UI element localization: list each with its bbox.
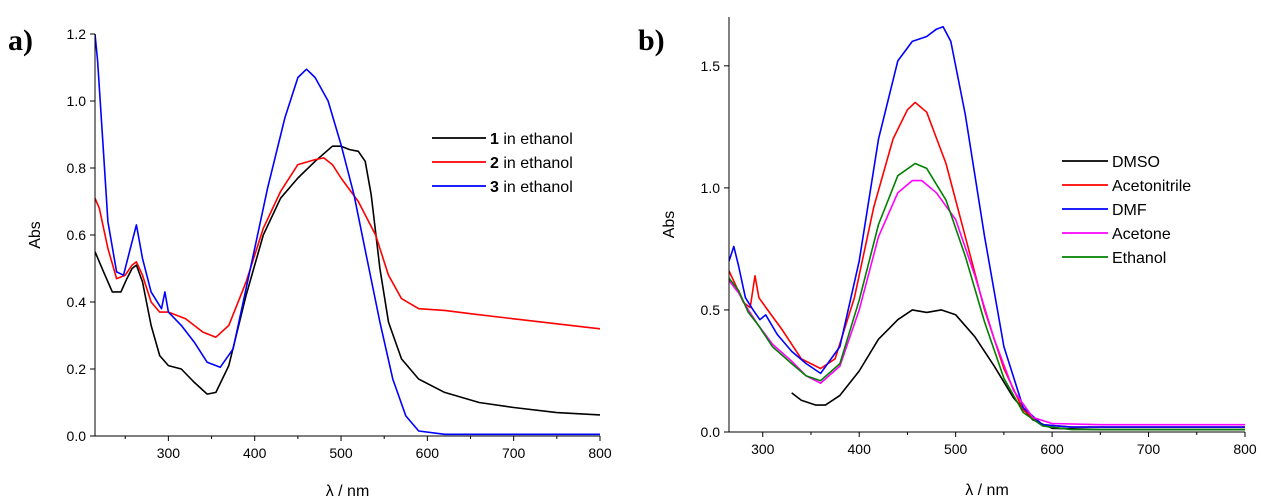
series-line-1 [95, 157, 600, 338]
panel-label: a) [8, 24, 33, 57]
legend-label: Acetonitrile [1112, 178, 1191, 195]
x-tick-label: 500 [944, 441, 968, 457]
x-axis-title: λ / nm [326, 483, 370, 500]
legend-label: Acetone [1112, 226, 1171, 243]
x-tick-label: 400 [848, 441, 872, 457]
series-line-4 [729, 162, 1245, 431]
legend-label: 2 in ethanol [490, 155, 573, 172]
x-tick-label: 700 [1137, 441, 1161, 457]
y-tick-label: 1.2 [67, 26, 87, 42]
y-tick-label: 0.8 [67, 160, 87, 176]
y-tick-label: 1.0 [701, 180, 721, 196]
legend-label: DMF [1112, 202, 1147, 219]
x-tick-label: 400 [243, 445, 267, 461]
panel-a: a) 300 400 500 600 700 800 0.0 0.2 0.4 0.6 0.8 1.0 1.… [8, 24, 612, 500]
y-tick-label: 0.0 [701, 424, 721, 440]
legend-label: 3 in ethanol [490, 179, 573, 196]
series-line-0 [791, 309, 1245, 431]
series-line-2 [95, 34, 600, 436]
y-tick-label: 0.2 [67, 361, 87, 377]
y-tick-label: 0.5 [701, 302, 721, 318]
series-line-0 [95, 145, 600, 416]
legend-label: Ethanol [1112, 250, 1166, 267]
y-tick-label: 0.6 [67, 227, 87, 243]
y-tick-label: 1.5 [701, 58, 721, 74]
x-tick-label: 700 [502, 445, 526, 461]
y-tick-label: 0.4 [67, 294, 87, 310]
x-tick-label: 500 [329, 445, 353, 461]
legend-label: 1 in ethanol [490, 131, 573, 148]
panel-label: b) [638, 24, 665, 57]
x-tick-label: 300 [751, 441, 775, 457]
x-axis-title: λ / nm [965, 482, 1009, 499]
x-tick-label: 800 [588, 445, 612, 461]
legend-label: DMSO [1112, 154, 1160, 171]
y-tick-label: 1.0 [67, 93, 87, 109]
series-line-2 [729, 26, 1245, 428]
series-line-3 [729, 179, 1245, 426]
y-axis-title: Abs [661, 211, 678, 239]
series-line-1 [729, 101, 1245, 428]
x-tick-label: 600 [1040, 441, 1064, 457]
x-tick-label: 800 [1233, 441, 1257, 457]
x-tick-label: 600 [416, 445, 440, 461]
y-tick-label: 0.0 [67, 428, 87, 444]
y-axis-title: Abs [27, 221, 44, 249]
x-tick-label: 300 [157, 445, 181, 461]
panel-b: b) 300 400 500 600 700 800 0.0 0.5 1.0 1.5 λ / nm Ab… [638, 17, 1257, 499]
